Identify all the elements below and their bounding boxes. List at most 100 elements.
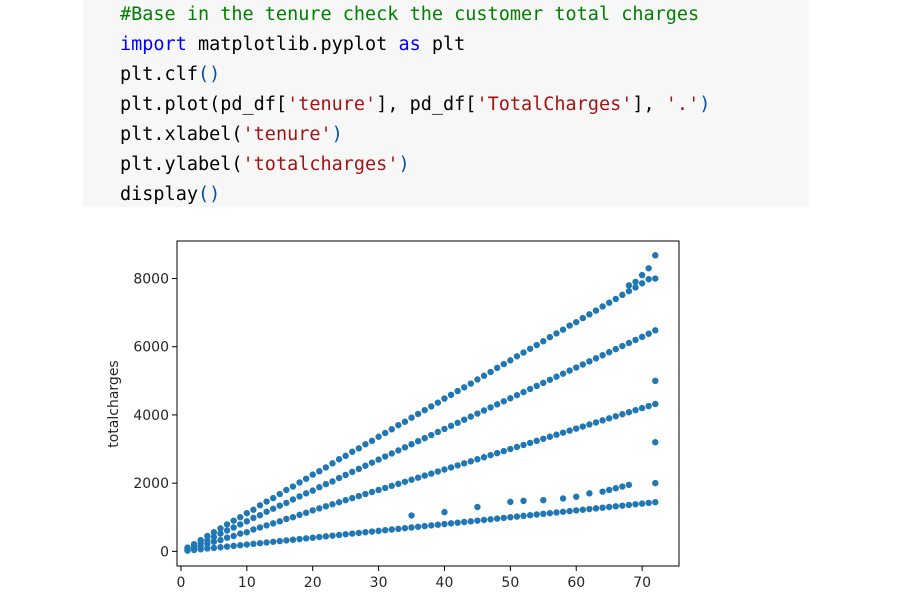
data-point [546, 433, 554, 440]
data-point [520, 497, 527, 505]
data-point [421, 472, 428, 479]
data-point [302, 509, 310, 516]
code-editor[interactable]: #Base in the tenure check the customer t… [120, 0, 710, 210]
data-point [441, 395, 448, 402]
x-tick-label: 70 [633, 575, 651, 591]
code-token: plt.clf [120, 64, 198, 85]
data-point [507, 395, 514, 402]
data-point [230, 517, 237, 524]
data-point [414, 410, 422, 418]
data-point [599, 488, 606, 495]
data-point [441, 508, 448, 516]
data-point [329, 478, 336, 485]
data-point [335, 531, 343, 539]
data-point [388, 450, 395, 457]
data-point [493, 401, 501, 408]
data-point [289, 536, 297, 543]
data-point [256, 524, 264, 531]
data-point [428, 522, 435, 529]
data-point [480, 454, 488, 461]
code-line: plt.ylabel('totalcharges') [120, 150, 710, 180]
data-point [645, 402, 652, 410]
data-point [513, 391, 521, 399]
code-token: 'TotalCharges' [476, 94, 633, 115]
data-point [355, 445, 363, 452]
y-tick-label: 6000 [133, 340, 169, 356]
data-point [368, 437, 376, 445]
data-point [408, 476, 415, 483]
data-point [533, 511, 540, 518]
data-point [329, 460, 336, 467]
data-point [493, 515, 501, 522]
data-point [599, 352, 606, 359]
data-point [632, 501, 639, 508]
data-point [625, 282, 633, 289]
data-point [638, 500, 646, 507]
data-point [461, 416, 468, 423]
data-point [401, 418, 409, 425]
data-point [487, 368, 494, 376]
data-point [250, 506, 257, 513]
data-point [553, 373, 560, 380]
data-point [573, 425, 580, 432]
data-point [652, 327, 659, 334]
data-point [441, 425, 448, 433]
data-point [507, 357, 514, 364]
data-point [513, 443, 521, 451]
code-token: '.' [665, 94, 700, 115]
data-point [243, 509, 251, 517]
code-token: ) [398, 154, 410, 175]
data-point [652, 499, 659, 506]
data-point [605, 486, 613, 494]
data-point [368, 459, 376, 466]
data-point [526, 345, 534, 352]
data-point [540, 338, 547, 345]
data-point [322, 464, 330, 471]
data-point [223, 527, 231, 534]
data-point [302, 535, 310, 542]
data-point [421, 406, 428, 414]
data-point [375, 456, 382, 463]
data-point [243, 529, 251, 536]
data-point [230, 542, 237, 550]
data-point [553, 509, 560, 516]
code-token: plt.plot(pd_df[ [120, 94, 288, 115]
data-point [579, 314, 587, 322]
data-point [309, 471, 316, 478]
data-point [434, 399, 442, 406]
data-point [612, 345, 619, 353]
data-point [316, 505, 323, 512]
data-point [546, 333, 554, 341]
data-point [289, 483, 297, 490]
code-line: plt.clf() [120, 60, 710, 90]
code-token: matplotlib.pyplot [186, 34, 399, 55]
y-tick-label: 8000 [133, 272, 169, 288]
data-point [362, 441, 369, 448]
code-token: plt.xlabel( [120, 124, 243, 145]
data-point [493, 364, 501, 372]
data-point [625, 408, 633, 416]
data-point [573, 507, 580, 514]
code-token: ) [331, 124, 343, 145]
data-point [625, 287, 633, 295]
data-point [586, 490, 593, 497]
data-point [414, 437, 422, 445]
data-point [381, 484, 389, 492]
data-point [474, 517, 481, 524]
data-point [197, 536, 204, 544]
data-point [362, 529, 369, 536]
data-point [388, 426, 395, 433]
x-axis-ticks: 0 10 20 30 40 50 60 70 [176, 566, 651, 591]
data-point [612, 295, 619, 303]
data-point [276, 518, 283, 525]
data-point [349, 530, 356, 537]
data-point [355, 529, 363, 537]
data-point [605, 415, 613, 422]
data-point [625, 501, 633, 509]
code-cell[interactable] [83, 0, 809, 207]
data-point [441, 466, 448, 473]
code-token: import [120, 34, 187, 55]
data-point [204, 545, 211, 552]
x-tick-label: 40 [436, 575, 454, 591]
